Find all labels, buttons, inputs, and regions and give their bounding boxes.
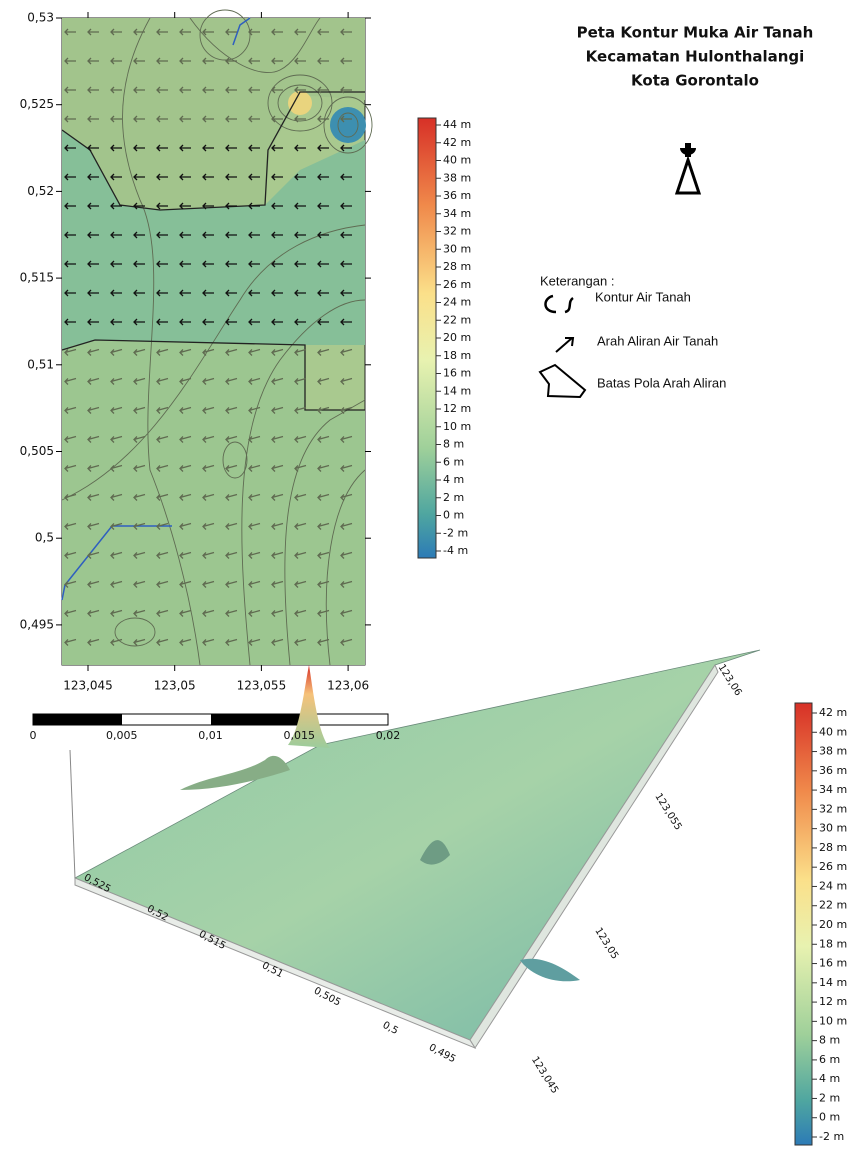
legend-contour-icon xyxy=(545,296,573,312)
colorbar-label: 18 m xyxy=(443,349,471,362)
colorbar-label: 14 m xyxy=(819,976,847,989)
legend-item: Arah Aliran Air Tanah xyxy=(597,333,718,348)
y-tick-label: 0,515 xyxy=(20,271,54,285)
y-tick-label: 0,525 xyxy=(20,97,54,111)
colorbar-label: 24 m xyxy=(819,879,847,892)
colorbar-label: 4 m xyxy=(443,473,464,486)
y-tick-label: 0,52 xyxy=(27,184,54,198)
colorbar-label: 36 m xyxy=(443,189,471,202)
legend-arrow-icon xyxy=(556,338,573,352)
colorbar-label: 12 m xyxy=(443,402,471,415)
axis-label-3d: 0,5 xyxy=(381,1020,400,1037)
colorbar-label: 0 m xyxy=(819,1111,840,1124)
colorbar-label: 2 m xyxy=(443,491,464,504)
x-tick-label: 123,06 xyxy=(327,679,369,693)
title-line: Kecamatan Hulonthalangi xyxy=(586,48,805,66)
colorbar-label: 28 m xyxy=(443,260,471,273)
colorbar-label: 8 m xyxy=(819,1034,840,1047)
colorbar-label: -4 m xyxy=(443,544,468,557)
colorbar-label: -2 m xyxy=(443,526,468,539)
legend-boundary-icon xyxy=(540,365,585,397)
scale-label: 0,015 xyxy=(284,729,316,742)
x-tick-label: 123,05 xyxy=(154,679,196,693)
colorbar-label: 26 m xyxy=(819,860,847,873)
colorbar-label: 22 m xyxy=(443,313,471,326)
scale-label: 0,02 xyxy=(376,729,401,742)
y-tick-label: 0,51 xyxy=(27,357,54,371)
colorbar-label: 20 m xyxy=(443,331,471,344)
colorbar-label: 28 m xyxy=(819,841,847,854)
colorbar-label: 22 m xyxy=(819,899,847,912)
axis-label-3d: 0,495 xyxy=(427,1042,457,1065)
colorbar-label: 14 m xyxy=(443,384,471,397)
legend-heading: Keterangan : xyxy=(540,273,614,288)
colorbar-label: 34 m xyxy=(819,783,847,796)
axis-label-3d: 123,055 xyxy=(652,791,683,832)
colorbar-label: 30 m xyxy=(819,822,847,835)
axis-label-3d: 123,05 xyxy=(592,926,620,962)
y-tick-label: 0,505 xyxy=(20,444,54,458)
legend-item: Kontur Air Tanah xyxy=(595,289,691,304)
colorbar-label: 42 m xyxy=(443,136,471,149)
page: Peta Kontur Muka Air Tanah Kecamatan Hul… xyxy=(0,0,865,1153)
colorbar-label: 6 m xyxy=(819,1053,840,1066)
colorbar-label: 10 m xyxy=(443,420,471,433)
x-tick-label: 123,045 xyxy=(63,679,113,693)
colorbar xyxy=(795,703,812,1145)
y-tick-label: 0,495 xyxy=(20,617,54,631)
colorbar-label: 20 m xyxy=(819,918,847,931)
colorbar-label: 32 m xyxy=(443,225,471,238)
colorbar-label: 40 m xyxy=(443,154,471,167)
colorbar-label: 36 m xyxy=(819,764,847,777)
legend-item: Batas Pola Arah Aliran xyxy=(597,375,726,390)
colorbar-label: 38 m xyxy=(443,171,471,184)
colorbar-label: 38 m xyxy=(819,745,847,758)
colorbar-label: 10 m xyxy=(819,1014,847,1027)
colorbar-label: 2 m xyxy=(819,1091,840,1104)
colorbar-label: 30 m xyxy=(443,242,471,255)
colorbar-label: 16 m xyxy=(443,367,471,380)
colorbar-label: 18 m xyxy=(819,937,847,950)
colorbar-label: 4 m xyxy=(819,1072,840,1085)
scale-bar xyxy=(33,714,388,725)
axis-label-3d: 123,045 xyxy=(529,1055,560,1096)
figure: Peta Kontur Muka Air Tanah Kecamatan Hul… xyxy=(0,0,865,1153)
title-line: Kota Gorontalo xyxy=(631,72,759,90)
colorbar-label: 12 m xyxy=(819,995,847,1008)
depression xyxy=(330,107,366,143)
z-axis xyxy=(70,750,75,878)
colorbar-label: 6 m xyxy=(443,455,464,468)
x-tick-label: 123,055 xyxy=(237,679,287,693)
colorbar-label: 26 m xyxy=(443,278,471,291)
title-line: Peta Kontur Muka Air Tanah xyxy=(577,24,814,42)
scale-label: 0,01 xyxy=(198,729,223,742)
colorbar-label: 42 m xyxy=(819,706,847,719)
colorbar-label: 0 m xyxy=(443,509,464,522)
scale-label: 0,005 xyxy=(106,729,138,742)
y-tick-label: 0,5 xyxy=(35,531,54,545)
axis-label-3d: 123,06 xyxy=(716,663,744,699)
colorbar-label: 8 m xyxy=(443,438,464,451)
colorbar-label: 24 m xyxy=(443,296,471,309)
scale-label: 0 xyxy=(30,729,37,742)
colorbar-label: 34 m xyxy=(443,207,471,220)
colorbar-label: 32 m xyxy=(819,802,847,815)
north-arrow xyxy=(677,143,699,193)
colorbar-label: 44 m xyxy=(443,118,471,131)
contour-map xyxy=(62,10,372,665)
colorbar-label: 40 m xyxy=(819,725,847,738)
colorbar-label: -2 m xyxy=(819,1130,844,1143)
y-tick-label: 0,53 xyxy=(27,11,54,25)
surface-3d xyxy=(70,650,760,1048)
colorbar xyxy=(418,118,436,558)
mound xyxy=(288,91,312,115)
colorbar-label: 16 m xyxy=(819,957,847,970)
